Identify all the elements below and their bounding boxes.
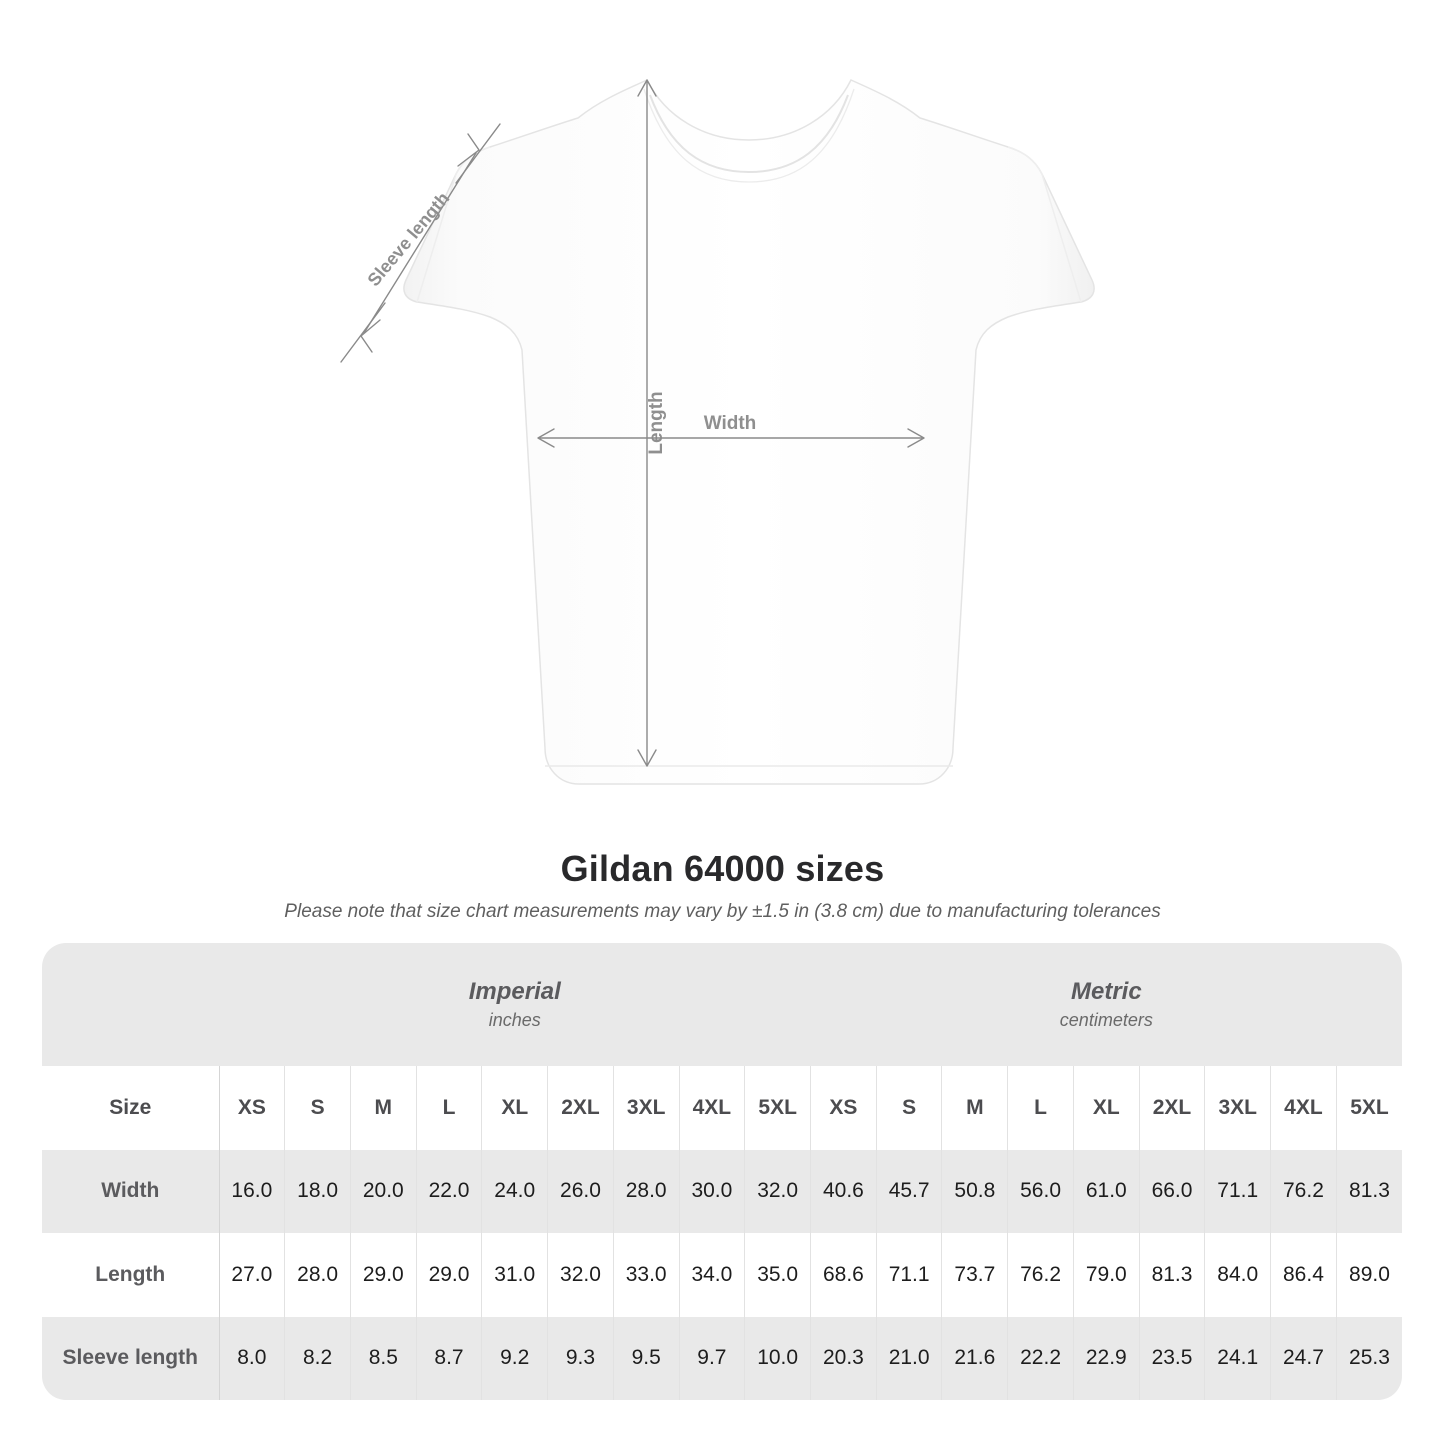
svg-text:Width: Width	[704, 413, 757, 434]
svg-text:Length: Length	[646, 391, 667, 454]
